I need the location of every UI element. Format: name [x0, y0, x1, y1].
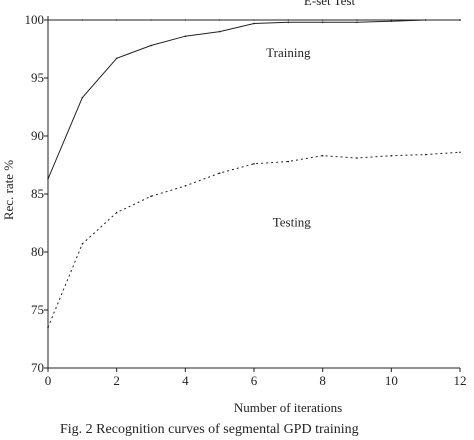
- series-point-e-set-test-4: [184, 19, 187, 21]
- series-point-training-2: [115, 57, 118, 60]
- figure-caption: Fig. 2 Recognition curves of segmental G…: [60, 422, 359, 437]
- x-tick-label-12: 12: [454, 373, 467, 388]
- series-point-e-set-test-0: [47, 19, 49, 21]
- annotation-e-set-test: E-set Test: [304, 0, 356, 8]
- series-point-testing-5: [218, 172, 221, 174]
- axes: 70 75 80 85 90 95 100 0 2 4 6 8 10 12: [25, 12, 467, 388]
- series-point-training-4: [184, 35, 187, 38]
- x-axis-label: Number of iterations: [234, 400, 342, 415]
- series-point-testing-2: [115, 211, 118, 214]
- series-point-testing-10: [390, 154, 393, 157]
- y-tick-label-100: 100: [25, 12, 45, 27]
- y-tick-label-95: 95: [31, 70, 44, 85]
- annotation-testing: Testing: [273, 214, 312, 229]
- x-tick-label-10: 10: [385, 373, 398, 388]
- y-axis-label: Rec. rate %: [1, 160, 16, 220]
- series-point-training-8: [321, 21, 324, 24]
- x-tick-label-2: 2: [113, 373, 120, 388]
- series-point-training-5: [218, 30, 221, 33]
- series-point-testing-6: [253, 163, 255, 165]
- x-tick-label-6: 6: [251, 373, 258, 388]
- series-point-e-set-test-5: [218, 19, 221, 21]
- y-tick-label-75: 75: [31, 302, 44, 317]
- series-point-training-10: [390, 20, 393, 22]
- series-point-training-7: [287, 21, 290, 24]
- series-point-training-11: [424, 19, 427, 21]
- series-point-training-9: [356, 21, 358, 24]
- series-point-testing-1: [81, 243, 84, 245]
- series-point-testing-4: [184, 185, 187, 187]
- series-point-training-12: [459, 19, 461, 21]
- y-tick-label-80: 80: [31, 244, 44, 259]
- series-point-training-0: [47, 178, 49, 180]
- series-point-e-set-test-9: [356, 19, 358, 21]
- series-point-testing-12: [459, 151, 461, 154]
- series-point-e-set-test-8: [321, 19, 324, 21]
- y-tick-label-90: 90: [31, 128, 44, 143]
- series-point-testing-9: [356, 157, 358, 159]
- series-point-training-3: [150, 44, 152, 47]
- series-point-testing-3: [150, 195, 152, 198]
- series-point-training-1: [81, 96, 84, 99]
- series: [47, 19, 461, 329]
- series-point-e-set-test-10: [390, 19, 393, 21]
- annotations: E-set Test Training Testing: [266, 0, 355, 229]
- series-point-e-set-test-6: [253, 19, 255, 21]
- x-tick-label-0: 0: [45, 373, 52, 388]
- series-point-e-set-test-7: [287, 19, 290, 21]
- annotation-training: Training: [266, 45, 311, 60]
- series-point-e-set-test-1: [81, 19, 84, 21]
- y-tick-label-70: 70: [31, 360, 44, 375]
- series-point-training-6: [253, 22, 255, 25]
- series-point-e-set-test-2: [115, 19, 118, 21]
- y-tick-label-85: 85: [31, 186, 44, 201]
- series-point-testing-0: [47, 326, 49, 329]
- x-tick-label-4: 4: [182, 373, 189, 388]
- series-line-training: [47, 19, 460, 180]
- x-tick-label-8: 8: [319, 373, 326, 388]
- series-point-testing-11: [424, 153, 427, 156]
- series-point-e-set-test-3: [150, 19, 152, 21]
- series-line-testing: [47, 151, 461, 328]
- series-point-testing-8: [321, 154, 324, 157]
- series-point-testing-7: [287, 160, 290, 163]
